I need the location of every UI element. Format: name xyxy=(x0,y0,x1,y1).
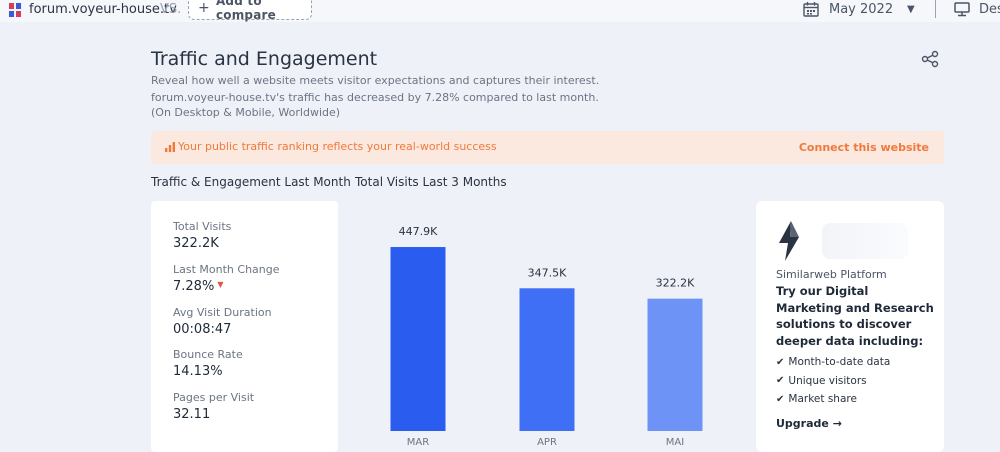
bar-value-label: 347.5K xyxy=(528,266,567,279)
list-item: ✔ Market share xyxy=(776,390,890,409)
metric-value: 7.28% xyxy=(173,279,215,294)
metric-value: 14.13% xyxy=(173,364,223,379)
x-tick-label: MAR xyxy=(407,437,429,448)
check-icon: ✔ xyxy=(776,356,785,368)
bar-apr[interactable] xyxy=(519,288,575,431)
connect-website-link[interactable]: Connect this website xyxy=(798,141,929,154)
vs-label: VS. xyxy=(160,2,182,17)
feature-label: Market share xyxy=(788,393,857,406)
divider xyxy=(935,0,936,18)
banner-text: Your public traffic ranking reflects you… xyxy=(178,140,497,153)
list-item: ✔ Month-to-date data xyxy=(776,353,890,372)
desktop-icon[interactable] xyxy=(954,2,970,17)
upgrade-link[interactable]: Upgrade → xyxy=(776,417,842,430)
metric-bounce-rate: Bounce Rate 14.13% xyxy=(173,348,243,379)
device-selector[interactable]: Des xyxy=(979,2,1000,17)
similarweb-promo-card: Similarweb Platform Try our Digital Mark… xyxy=(756,201,944,452)
date-selector[interactable]: May 2022 xyxy=(829,2,894,17)
feature-label: Unique visitors xyxy=(788,374,867,387)
bar-mar[interactable] xyxy=(390,247,446,431)
metric-avg-visit-duration: Avg Visit Duration 00:08:47 xyxy=(173,306,272,337)
visits-chart-heading: Total Visits Last 3 Months xyxy=(355,175,507,189)
ranking-banner: Your public traffic ranking reflects you… xyxy=(151,131,944,164)
plus-icon: + xyxy=(198,0,210,16)
site-favicon-icon xyxy=(8,2,22,18)
subtitle-description: Reveal how well a website meets visitor … xyxy=(151,74,600,87)
metric-label: Avg Visit Duration xyxy=(173,306,272,319)
bar-value-label: 447.9K xyxy=(399,225,438,238)
promo-platform-label: Similarweb Platform xyxy=(776,268,887,281)
add-to-compare-label: Add to compare xyxy=(215,0,276,22)
engagement-metrics-card: Total Visits 322.2K Last Month Change 7.… xyxy=(151,201,338,452)
promo-feature-list: ✔ Month-to-date data ✔ Unique visitors ✔… xyxy=(776,353,890,409)
engagement-heading: Traffic & Engagement Last Month xyxy=(151,175,351,189)
check-icon: ✔ xyxy=(776,375,785,387)
chevron-down-icon[interactable]: ▼ xyxy=(907,4,915,15)
feature-label: Month-to-date data xyxy=(788,356,891,369)
bar-mai[interactable] xyxy=(647,298,703,431)
metric-value: 32.11 xyxy=(173,407,211,422)
page-title: Traffic and Engagement xyxy=(151,48,378,70)
trend-down-icon: ▼ xyxy=(217,280,224,289)
metric-value: 00:08:47 xyxy=(173,322,232,337)
metric-last-month-change: Last Month Change 7.28% ▼ xyxy=(173,263,280,294)
metric-label: Bounce Rate xyxy=(173,348,243,361)
list-item: ✔ Unique visitors xyxy=(776,372,890,391)
total-visits-bar-chart: 447.9K MAR 347.5K APR 322.2K MAI xyxy=(390,225,703,448)
metric-label: Last Month Change xyxy=(173,263,280,276)
x-tick-label: APR xyxy=(537,437,557,448)
metric-value-row: 7.28% ▼ xyxy=(173,279,280,294)
x-tick-label: MAI xyxy=(666,437,684,448)
blurred-preview xyxy=(822,223,908,259)
top-bar: forum.voyeur-house.tv VS. + Add to compa… xyxy=(0,0,1000,22)
bar-value-label: 322.2K xyxy=(656,277,695,290)
metric-label: Total Visits xyxy=(173,220,232,233)
subtitle-scope: (On Desktop & Mobile, Worldwide) xyxy=(151,106,341,119)
metric-label: Pages per Visit xyxy=(173,391,255,404)
signal-bars-icon xyxy=(165,142,175,152)
promo-headline: Try our Digital Marketing and Research s… xyxy=(776,284,934,348)
similarweb-logo-icon xyxy=(779,221,799,261)
share-icon[interactable] xyxy=(921,50,939,68)
site-name-link[interactable]: forum.voyeur-house.tv xyxy=(29,2,177,17)
metric-total-visits: Total Visits 322.2K xyxy=(173,220,231,251)
calendar-icon[interactable] xyxy=(803,2,819,17)
add-to-compare-button[interactable]: + Add to compare xyxy=(188,0,312,22)
subtitle-traffic-change: forum.voyeur-house.tv's traffic has decr… xyxy=(151,91,599,104)
metric-pages-per-visit: Pages per Visit 32.11 xyxy=(173,391,254,422)
check-icon: ✔ xyxy=(776,393,785,405)
metric-value: 322.2K xyxy=(173,236,219,251)
